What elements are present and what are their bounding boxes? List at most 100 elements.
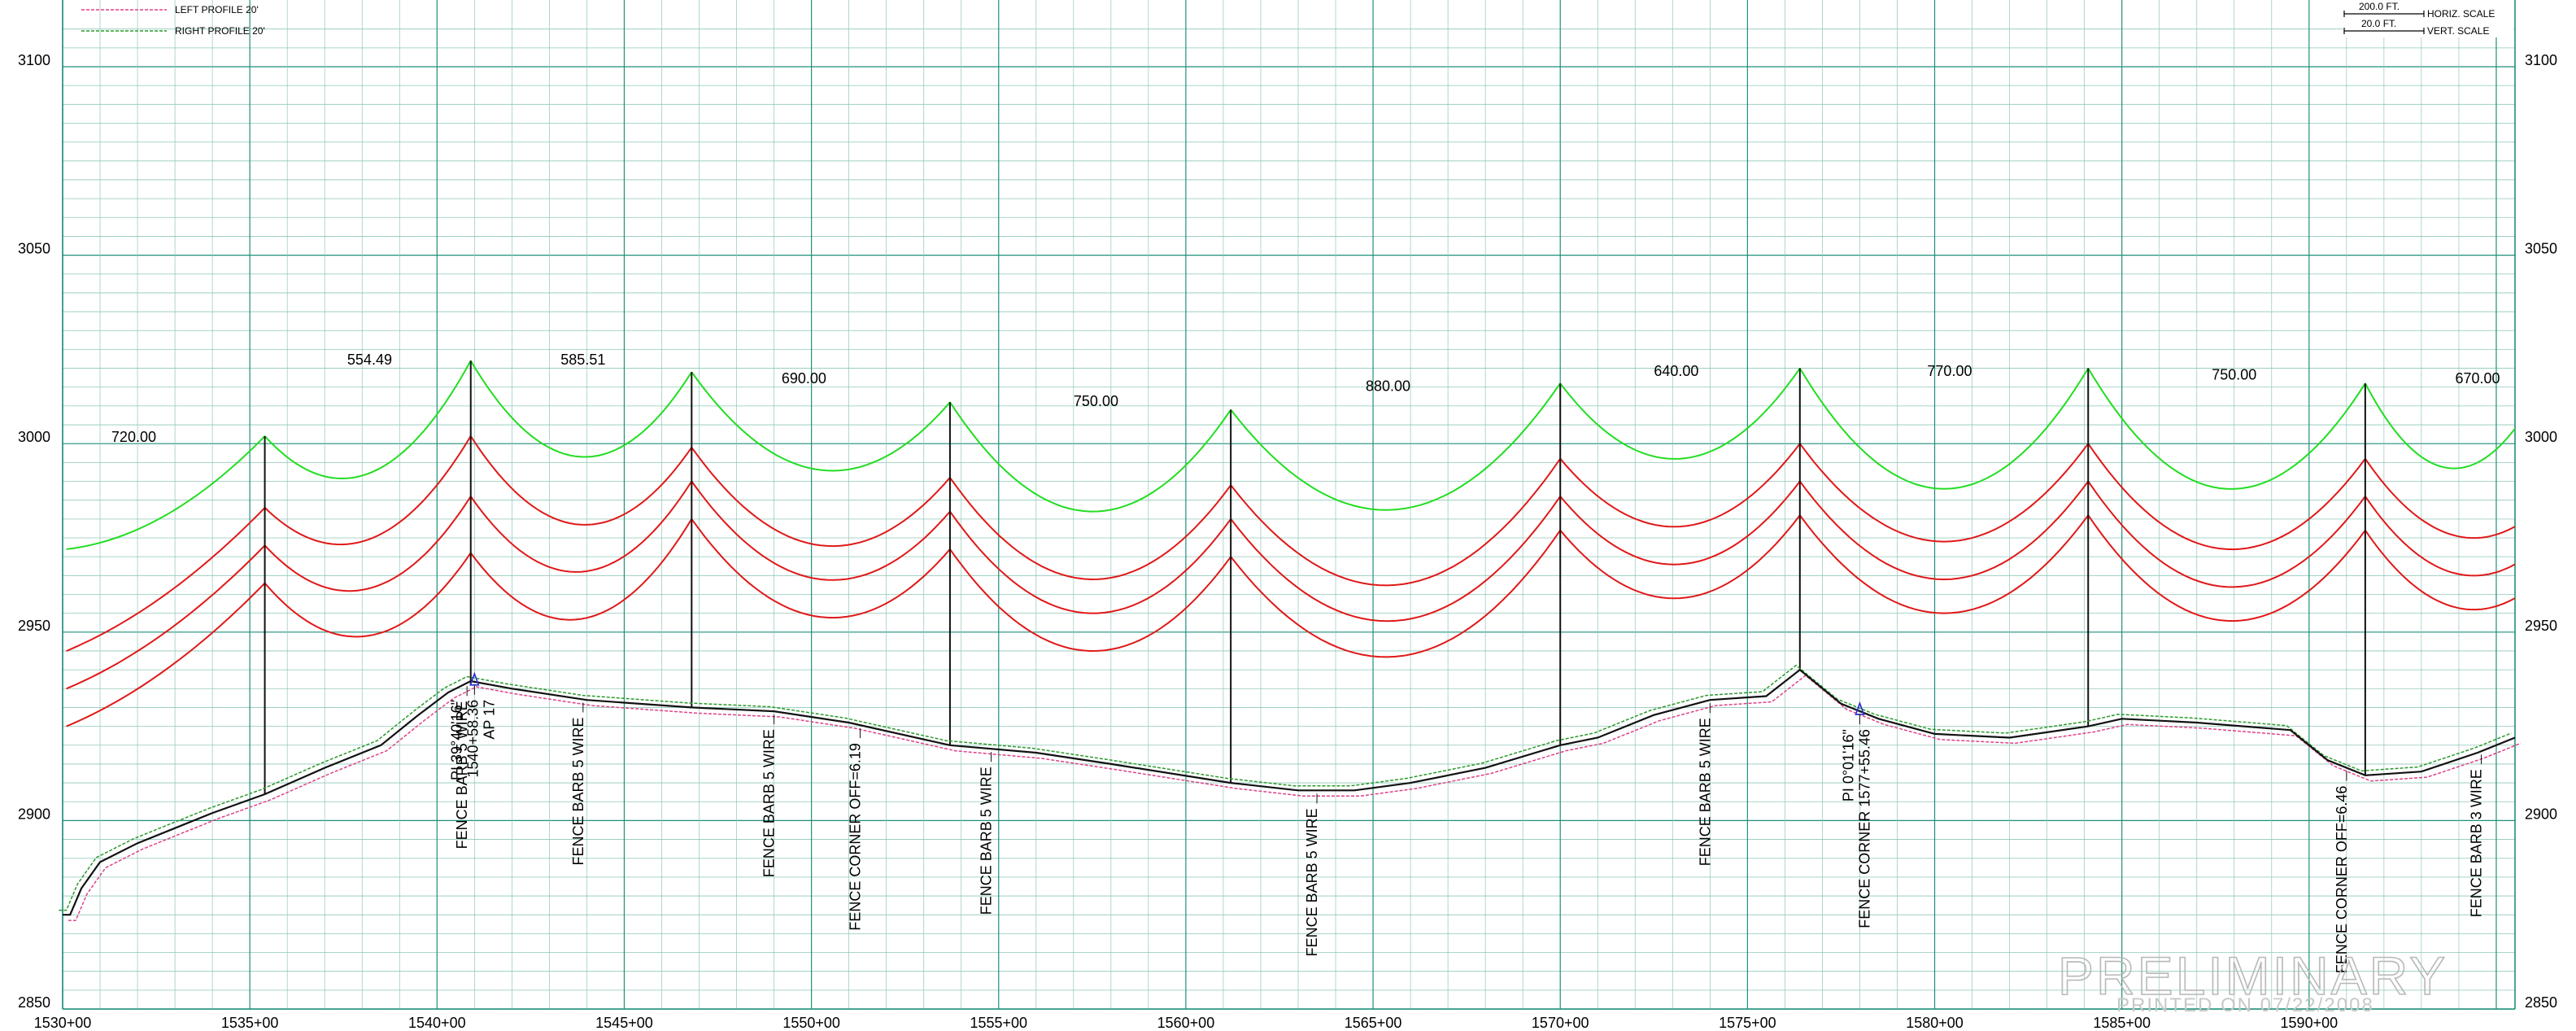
shield-wire-span	[2087, 368, 2366, 490]
left-profile-line	[68, 675, 2522, 921]
shield-wire-span	[469, 360, 693, 458]
axes: 3100 3100 3050 3050 3000 3000 2950 2950 2900 2900…	[18, 52, 2557, 1031]
span-labels: 720.00 554.49 585.51 690.00 750.00 880.00 640.…	[111, 352, 2500, 445]
vert-scale-value: 20.0 FT.	[2361, 18, 2396, 29]
station-label: 1575+00	[1719, 1015, 1776, 1031]
span-length-label: 750.00	[2212, 366, 2256, 382]
elevation-label-left: 2850	[18, 994, 50, 1011]
elevation-label-right: 2900	[2525, 806, 2557, 822]
conductor-span	[2087, 514, 2366, 623]
span-length-label: 670.00	[2455, 370, 2500, 387]
shield-wire-span	[1559, 368, 1801, 460]
conductor-span	[1559, 480, 1801, 566]
feature-annotations: PI 39°40'16" 1540+58.36 AP 17 FENCE BARB 5 …	[448, 671, 2485, 974]
feature-label: FENCE BARB 3 WIRE	[2469, 769, 2485, 917]
conductor-span	[469, 435, 693, 526]
preliminary-watermark: PRELIMINARY PRINTED ON 07/22/2008	[2057, 945, 2447, 1016]
station-label: 1570+00	[1532, 1015, 1589, 1031]
span-length-label: 880.00	[1366, 378, 1410, 394]
feature-label: FENCE CORNER OFF=6.19	[847, 743, 863, 931]
pi-marker-icon	[469, 671, 480, 686]
elevation-label-right: 3050	[2525, 241, 2557, 257]
span-length-label: 720.00	[111, 429, 156, 445]
horiz-scale-label: HORIZ. SCALE	[2427, 8, 2495, 20]
feature-label: FENCE BARB 5 WIRE	[454, 701, 470, 849]
shield-wire-span	[264, 360, 472, 480]
centerline-ground-profile	[63, 668, 2516, 916]
station-label: 1565+00	[1345, 1015, 1402, 1031]
right-profile-line	[59, 664, 2512, 911]
shield-wire-span	[949, 401, 1232, 513]
sag-curves	[66, 360, 2516, 727]
conductor-span	[66, 507, 266, 652]
feature-label: AP 17	[481, 700, 497, 740]
conductor-span	[264, 552, 472, 638]
shield-wire-span	[691, 371, 951, 472]
preliminary-stamp: PRELIMINARY	[2058, 946, 2447, 1006]
conductor-span	[2087, 480, 2366, 588]
legend: LEFT PROFILE 20' RIGHT PROFILE 20'	[81, 4, 265, 37]
conductor-span	[66, 582, 266, 727]
station-label: 1545+00	[595, 1015, 653, 1031]
feature-label: FENCE BARB 5 WIRE	[1697, 718, 1713, 866]
shield-wire-span	[66, 435, 266, 550]
conductor-span	[1799, 443, 2090, 543]
elevation-label-left: 3000	[18, 429, 50, 445]
conductor-span	[691, 518, 951, 619]
elevation-label-right: 3000	[2525, 429, 2557, 445]
conductor-span	[264, 496, 472, 592]
conductor-span	[1230, 530, 1562, 658]
elevation-label-right: 3100	[2525, 52, 2557, 68]
elevation-label-left: 3100	[18, 52, 50, 68]
feature-label: FENCE BARB 5 WIRE	[979, 767, 995, 915]
grid	[62, 0, 2516, 1010]
station-label: 1580+00	[1906, 1015, 1964, 1031]
feature-label: PI 0°01'16"	[1840, 729, 1856, 802]
horiz-scale-value: 200.0 FT.	[2359, 1, 2399, 12]
feature-label: FENCE BARB 5 WIRE	[1304, 808, 1320, 956]
conductor-span	[2365, 458, 2516, 540]
station-label: 1560+00	[1157, 1015, 1215, 1031]
conductor-span	[1230, 458, 1562, 587]
conductor-span	[1799, 480, 2090, 581]
conductor-span	[469, 480, 693, 573]
station-label: 1590+00	[2281, 1015, 2338, 1031]
feature-label: PI 39°40'16"	[448, 700, 464, 780]
span-length-label: 640.00	[1654, 363, 1698, 379]
feature-label: FENCE BARB 5 WIRE	[570, 717, 586, 865]
elevation-label-left: 2950	[18, 618, 50, 634]
feature-label: FENCE BARB 5 WIRE	[761, 729, 778, 877]
shield-wire-span	[1230, 382, 1562, 511]
feature-label: 1540+58.36	[464, 700, 481, 778]
span-length-label: 750.00	[1074, 393, 1118, 409]
conductor-span	[264, 435, 472, 546]
conductor-span	[469, 518, 693, 621]
span-length-label: 554.49	[347, 352, 392, 368]
elevation-label-right: 2850	[2525, 994, 2557, 1011]
conductor-span	[2365, 530, 2516, 611]
station-label: 1555+00	[970, 1015, 1027, 1031]
station-label: 1550+00	[782, 1015, 840, 1031]
feature-label: FENCE CORNER OFF=6.46	[2334, 786, 2350, 974]
left-profile-legend-label: LEFT PROFILE 20'	[175, 4, 259, 15]
conductor-span	[949, 548, 1231, 653]
printed-on-stamp: PRINTED ON 07/22/2008	[2116, 994, 2374, 1016]
station-label: 1585+00	[2093, 1015, 2151, 1031]
elevation-label-left: 2900	[18, 806, 50, 822]
conductor-span	[949, 477, 1231, 581]
conductor-span	[1559, 514, 1801, 600]
shield-wire-span	[1798, 368, 2090, 490]
span-length-label: 770.00	[1927, 363, 1972, 379]
conductor-span	[2087, 443, 2366, 551]
vert-scale-label: VERT. SCALE	[2427, 25, 2489, 37]
station-label: 1535+00	[221, 1015, 279, 1031]
scale-block: 200.0 FT. HORIZ. SCALE 20.0 FT. VERT. SC…	[2343, 0, 2513, 37]
elevation-label-right: 2950	[2525, 618, 2557, 634]
right-profile-legend-label: RIGHT PROFILE 20'	[175, 25, 265, 37]
elevation-label-left: 3050	[18, 241, 50, 257]
conductor-span	[691, 480, 951, 581]
conductor-span	[949, 511, 1231, 614]
conductor-span	[66, 544, 266, 690]
